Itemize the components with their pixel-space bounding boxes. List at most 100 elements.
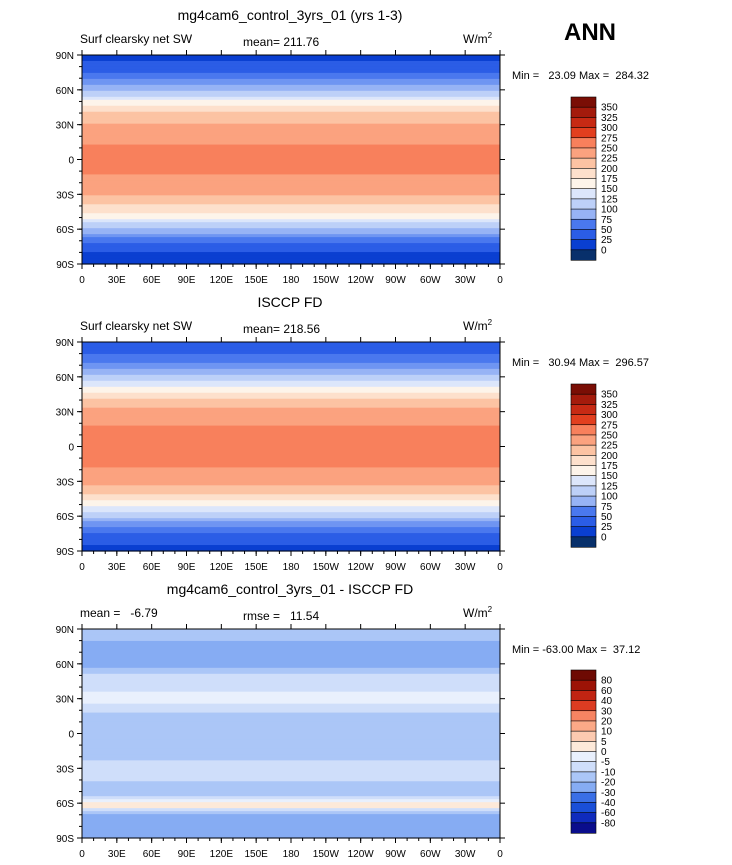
colorbar-label: -80 — [601, 818, 616, 829]
x-tick-label: 90W — [385, 849, 406, 860]
colorbar-label: -30 — [601, 788, 616, 799]
lat-band — [82, 790, 500, 794]
lat-band — [82, 634, 500, 639]
lat-band — [82, 198, 500, 202]
y-tick-label: 60S — [56, 512, 74, 523]
units-text: W/m — [463, 606, 488, 620]
colorbar-label: 50 — [601, 225, 613, 236]
colorbar-label: 5 — [601, 737, 607, 748]
lat-band — [82, 141, 500, 146]
colorbar-box — [570, 229, 597, 241]
colorbar-box — [570, 771, 597, 783]
lat-band — [82, 467, 500, 471]
lat-band — [82, 458, 500, 463]
colorbar-label: 0 — [601, 747, 607, 758]
lat-band — [82, 419, 500, 424]
x-tick-label: 60E — [143, 849, 161, 860]
colorbar-box — [570, 802, 597, 814]
x-tick-label: 0 — [497, 562, 503, 573]
y-tick-label: 30N — [56, 121, 74, 132]
lat-band — [82, 87, 500, 92]
lat-band — [82, 377, 500, 382]
season-title: ANN — [564, 19, 616, 46]
lat-band — [82, 234, 500, 238]
lat-band — [82, 174, 500, 179]
lat-band — [82, 401, 500, 406]
lat-band — [82, 524, 500, 528]
map-plot: 90N 60N 30N 0 30S 60S 90S 0 30E 60E 90E 120E 150E 180… — [56, 624, 505, 860]
lat-band — [82, 201, 500, 205]
lat-band — [82, 733, 500, 738]
lat-band — [82, 832, 500, 836]
colorbar-label: 100 — [601, 492, 618, 503]
lat-band — [82, 132, 500, 137]
panel-title: ISCCP FD — [257, 294, 322, 310]
lat-band — [82, 673, 500, 678]
lat-band — [82, 75, 500, 80]
colorbar-label: 250 — [601, 143, 618, 154]
y-tick-label: 60N — [56, 660, 74, 671]
lat-band — [82, 694, 500, 699]
lat-band — [82, 649, 500, 654]
x-tick-label: 30E — [108, 275, 126, 286]
lat-band — [82, 643, 500, 648]
colorbar-box — [570, 178, 597, 190]
colorbar-box — [570, 741, 597, 753]
lat-band — [82, 721, 500, 726]
lat-band — [82, 754, 500, 758]
lat-band — [82, 718, 500, 723]
lat-band — [82, 697, 500, 702]
lat-band — [82, 676, 500, 681]
y-tick-label: 90N — [56, 338, 74, 349]
lat-band — [82, 652, 500, 657]
colorbar-box — [570, 669, 597, 681]
lat-band — [82, 802, 500, 806]
lat-band — [82, 805, 500, 809]
lat-band — [82, 778, 500, 782]
lat-band — [82, 808, 500, 812]
x-tick-label: 30W — [455, 275, 476, 286]
colorbar-box — [570, 434, 597, 446]
panel-minmax: Min = 23.09 Max = 284.32 — [512, 70, 649, 82]
panel-title: mg4cam6_control_3yrs_01 - ISCCP FD — [167, 581, 413, 597]
lat-band — [82, 126, 500, 131]
lat-band — [82, 509, 500, 513]
panel-title: mg4cam6_control_3yrs_01 (yrs 1-3) — [178, 7, 403, 23]
colorbar-label: 300 — [601, 410, 618, 421]
lat-band — [82, 485, 500, 489]
lat-band — [82, 117, 500, 122]
lat-band — [82, 766, 500, 770]
lat-band — [82, 730, 500, 735]
lat-band — [82, 488, 500, 492]
x-tick-label: 30W — [455, 849, 476, 860]
x-tick-label: 90E — [178, 562, 196, 573]
colorbar-box — [570, 505, 597, 518]
x-tick-label: 30W — [455, 562, 476, 573]
y-tick-label: 30S — [56, 764, 74, 775]
lat-band — [82, 664, 500, 669]
lat-band — [82, 195, 500, 199]
lat-band — [82, 700, 500, 705]
lat-band — [82, 745, 500, 750]
lat-band — [82, 497, 500, 501]
x-tick-label: 150W — [313, 275, 340, 286]
y-tick-label: 90S — [56, 547, 74, 558]
lat-band — [82, 655, 500, 660]
lat-band — [82, 231, 500, 235]
lat-band — [82, 78, 500, 83]
lat-band — [82, 739, 500, 744]
colorbar-box — [570, 455, 597, 467]
lat-band — [82, 359, 500, 364]
colorbar-label: 350 — [601, 390, 618, 401]
lat-band — [82, 631, 500, 636]
lat-band — [82, 476, 500, 480]
panel-units: W/m2 — [463, 318, 493, 333]
lat-band — [82, 763, 500, 767]
colorbar-label: -40 — [601, 798, 616, 809]
lat-band — [82, 105, 500, 110]
lat-band — [82, 120, 500, 125]
y-tick-label: 60S — [56, 225, 74, 236]
colorbar-label: 125 — [601, 194, 618, 205]
